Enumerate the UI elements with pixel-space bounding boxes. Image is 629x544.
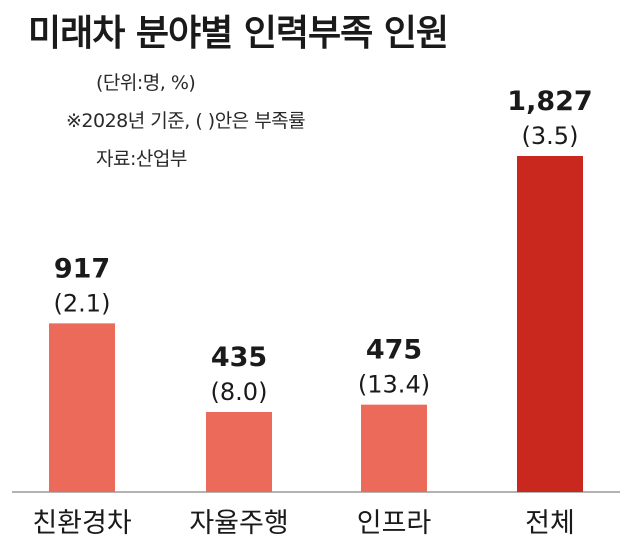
basis-note: ※2028년 기준, ( )안은 부족률 xyxy=(66,110,306,132)
bar-rate-label: (3.5) xyxy=(522,122,579,150)
bar-rate-label: (2.1) xyxy=(54,289,111,317)
bar-rate-label: (13.4) xyxy=(358,371,430,399)
unit-note: (단위:명, %) xyxy=(96,72,196,94)
bar xyxy=(517,156,583,492)
chart-title: 미래차 분야별 인력부족 인원 xyxy=(28,13,449,54)
bar-value-label: 1,827 xyxy=(507,86,592,117)
category-label: 자율주행 xyxy=(189,508,288,539)
bar-rate-label: (8.0) xyxy=(211,378,268,406)
source-note: 자료:산업부 xyxy=(96,148,187,170)
bar xyxy=(206,412,272,492)
bar xyxy=(361,404,427,492)
bar-value-label: 475 xyxy=(366,335,422,366)
bar-value-label: 435 xyxy=(211,342,267,373)
category-label: 친환경차 xyxy=(32,508,132,539)
bar-value-label: 917 xyxy=(54,253,110,284)
category-label: 전체 xyxy=(525,508,575,539)
bar xyxy=(49,323,115,492)
category-label: 인프라 xyxy=(357,508,432,539)
